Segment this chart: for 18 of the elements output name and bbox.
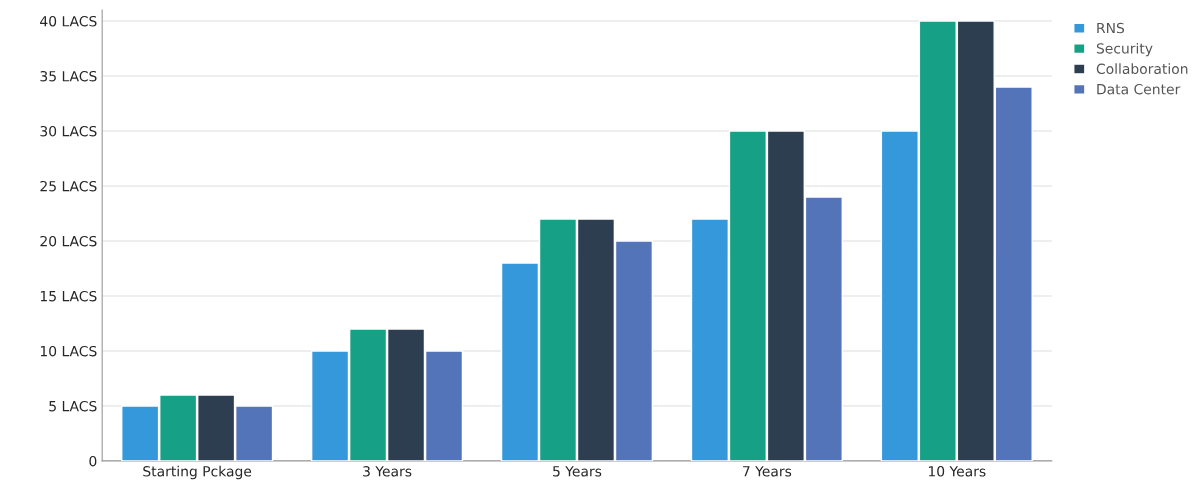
y-tick-label: 25 LACS xyxy=(40,180,97,192)
y-tick-label: 35 LACS xyxy=(40,70,97,82)
x-tick-label: 10 Years xyxy=(928,466,986,477)
y-tick-label: 20 LACS xyxy=(40,235,97,247)
legend-label: Collaboration xyxy=(1096,63,1188,75)
x-tick-label: Starting Pckage xyxy=(143,465,252,480)
x-tick-label: 5 Years xyxy=(553,466,602,477)
y-tick-label: 5 LACS xyxy=(49,400,97,412)
y-tick-label: 30 LACS xyxy=(40,125,97,137)
y-tick-label: 10 LACS xyxy=(40,345,97,357)
y-tick-label: 15 LACS xyxy=(40,290,97,302)
legend-label: Security xyxy=(1096,42,1153,57)
y-tick-label: 40 LACS xyxy=(40,15,97,27)
legend-label: RNS xyxy=(1097,22,1125,34)
x-tick-label: 7 Years xyxy=(743,466,792,477)
legend-label: Data Center xyxy=(1097,83,1181,95)
x-tick-label: 3 Years xyxy=(363,466,412,477)
y-tick-label: 0 xyxy=(89,455,97,467)
